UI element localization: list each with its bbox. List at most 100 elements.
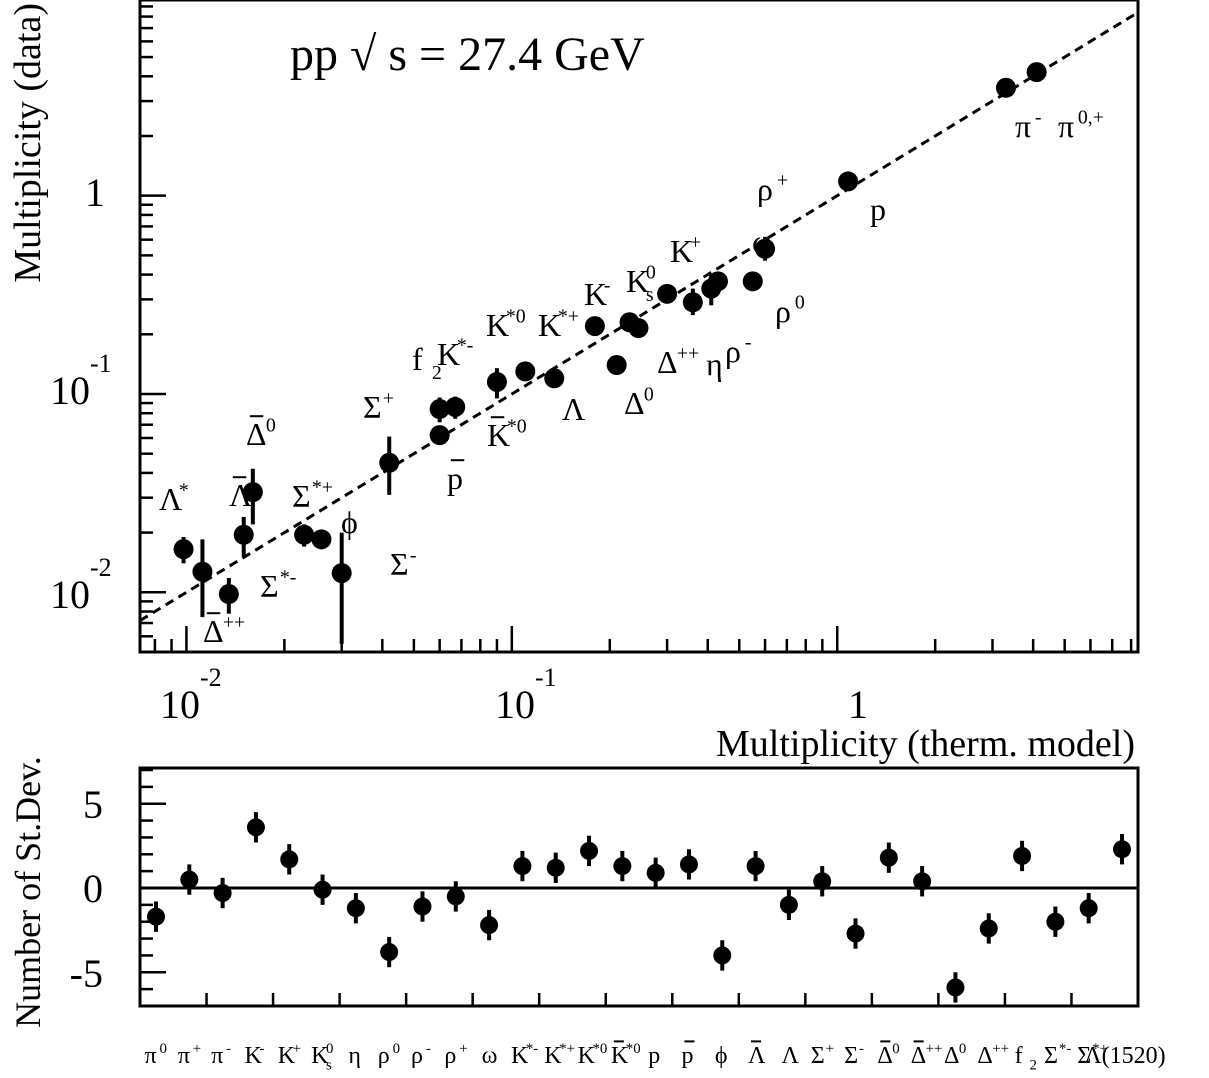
category-label: Λ(1520) <box>1084 1043 1165 1069</box>
data-point <box>657 283 678 304</box>
point-label: Σ *- <box>260 567 296 604</box>
marker <box>313 880 332 899</box>
data-point <box>742 271 763 292</box>
deviation-point <box>913 866 932 897</box>
deviation-point <box>1079 893 1098 924</box>
svg-text:++: ++ <box>677 343 699 365</box>
svg-text:s: s <box>646 284 654 306</box>
marker <box>713 946 732 965</box>
category-label: Δ ++ <box>911 1040 942 1069</box>
svg-text:Σ: Σ <box>292 478 311 514</box>
deviation-point <box>413 891 432 922</box>
marker <box>746 857 765 876</box>
svg-text:K: K <box>437 336 460 372</box>
marker <box>413 897 432 916</box>
svg-text:η: η <box>706 346 723 382</box>
marker <box>657 283 678 304</box>
marker <box>679 855 698 874</box>
category-label: ϕ <box>715 1043 728 1069</box>
svg-text:p: p <box>682 1043 694 1069</box>
marker <box>580 841 599 860</box>
svg-text:-: - <box>604 275 611 297</box>
svg-text:Δ: Δ <box>657 344 678 380</box>
data-point <box>173 537 194 564</box>
marker <box>755 238 776 259</box>
point-label: K*+ <box>538 306 579 343</box>
marker <box>742 271 763 292</box>
marker <box>192 561 213 582</box>
data-point <box>379 436 400 495</box>
svg-text:2: 2 <box>1030 1058 1037 1074</box>
deviation-point <box>380 936 399 968</box>
y-tick-label-5: 5 <box>83 782 103 827</box>
svg-text:Λ(1520): Λ(1520) <box>1084 1043 1165 1069</box>
data-point <box>544 368 565 389</box>
svg-text:π: π <box>1058 108 1074 144</box>
svg-text:-: - <box>226 1041 231 1057</box>
svg-text:Λ: Λ <box>562 391 585 427</box>
marker <box>486 371 507 392</box>
point-label: Σ + <box>363 388 394 425</box>
svg-text:Σ: Σ <box>260 568 279 604</box>
marker <box>838 171 859 192</box>
y-tick-label-minus-5: -5 <box>70 951 103 996</box>
marker <box>429 425 450 446</box>
point-label: K0s <box>626 262 656 306</box>
data-point <box>995 77 1016 98</box>
y-axis-label: Multiplicity (data) <box>7 3 49 283</box>
marker <box>242 482 263 503</box>
category-label: K*+ <box>544 1041 575 1069</box>
category-label: K*0 <box>611 1040 641 1069</box>
svg-text:-: - <box>259 1041 264 1057</box>
marker <box>813 872 832 891</box>
deviation-point <box>646 857 665 888</box>
svg-text:Σ: Σ <box>811 1043 825 1069</box>
category-label: K*0 <box>578 1041 608 1069</box>
svg-text:0: 0 <box>159 1041 166 1057</box>
deviation-point <box>779 889 798 921</box>
point-label: ρ- <box>725 332 751 369</box>
svg-text:Σ: Σ <box>844 1043 858 1069</box>
marker <box>1113 840 1131 859</box>
svg-text:-2: -2 <box>200 663 222 692</box>
category-label: π + <box>178 1041 201 1069</box>
category-label: Σ *+ <box>1077 1041 1108 1069</box>
data-point <box>294 524 315 547</box>
svg-text:+: + <box>293 1041 301 1057</box>
svg-text:+: + <box>459 1041 467 1057</box>
category-label: ρ- <box>411 1041 431 1069</box>
svg-text:-1: -1 <box>90 349 112 378</box>
marker <box>1026 62 1047 83</box>
bottom-category-labels: π 0 π + π - K- K+ K0s η ρ 0 ρ - ρ + ω K*- K*+ K*0 K*0 p p ϕ Λ Λ Σ +… <box>145 1040 1166 1074</box>
marker <box>1013 846 1032 865</box>
point-label: p <box>447 459 465 496</box>
point-label: K*- <box>437 335 473 372</box>
marker <box>1046 912 1065 931</box>
data-point <box>331 532 352 644</box>
data-point <box>242 468 263 525</box>
svg-text:*+: *+ <box>558 306 579 328</box>
data-point <box>486 368 507 399</box>
svg-text:Δ: Δ <box>977 1043 992 1069</box>
marker <box>779 895 798 914</box>
svg-text:+: + <box>777 170 788 192</box>
point-label: ω <box>752 223 773 259</box>
deviation-point <box>679 849 698 880</box>
svg-text:ρ: ρ <box>775 293 791 329</box>
svg-text:K: K <box>626 263 649 299</box>
deviation-point <box>213 877 232 909</box>
marker <box>646 863 665 882</box>
svg-text:0: 0 <box>646 262 656 284</box>
top-axis-ticks <box>140 5 1133 654</box>
deviation-point <box>979 913 998 944</box>
deviation-point <box>180 864 199 895</box>
bottom-axis-ticks <box>140 768 1140 1006</box>
x-tick-label-1: 1 <box>848 682 868 727</box>
svg-text:π: π <box>145 1043 157 1069</box>
data-point <box>429 397 450 423</box>
data-point <box>838 171 859 192</box>
